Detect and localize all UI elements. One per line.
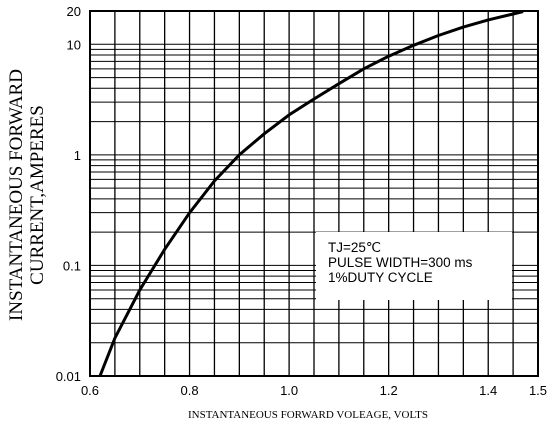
y-tick-label: 0.1 [63, 258, 81, 273]
x-tick-label: 1.0 [280, 383, 298, 398]
y-axis-label-line: CURRENT,AMPERES [27, 105, 48, 285]
y-tick-label: 1 [74, 148, 81, 163]
y-tick-label: 0.01 [56, 369, 81, 384]
x-axis-label: INSTANTANEOUS FORWARD VOLEAGE, VOLTS [188, 409, 428, 421]
x-tick-label: 1.2 [380, 383, 398, 398]
y-tick-label: 20 [67, 4, 81, 19]
tick-labels: 0.6 0.8 1.0 1.2 1.4 1.5 0.01 0.1 1 10 20 [56, 4, 547, 398]
annotation-line: TJ=25℃ [328, 240, 381, 255]
x-tick-label: 0.6 [81, 383, 99, 398]
x-tick-label: 1.4 [479, 383, 497, 398]
y-axis-label-line: INSTANTANEOUS FORWARD [6, 69, 27, 321]
annotation-line: 1%DUTY CYCLE [328, 270, 433, 285]
annotation-line: PULSE WIDTH=300 ms [328, 255, 473, 270]
y-axis-label: INSTANTANEOUS FORWARD CURRENT,AMPERES [6, 69, 48, 321]
y-tick-label: 10 [67, 37, 81, 52]
plot-frame [89, 10, 539, 377]
x-tick-label: 0.8 [181, 383, 199, 398]
series-line [98, 10, 524, 377]
grid [90, 11, 538, 376]
x-tick-label: 1.5 [529, 383, 547, 398]
annotation-box [316, 232, 512, 300]
